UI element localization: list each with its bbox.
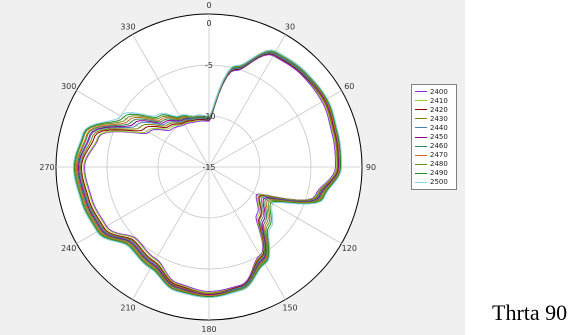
legend-label: 2410 <box>430 96 448 105</box>
angle-tick-label: 0 <box>206 1 211 10</box>
polar-chart: 0 30 60 90 120 150 180 210 240 270 300 330 0 -5 -10 -15 <box>39 1 376 334</box>
angle-tick-label: 60 <box>344 82 354 91</box>
angle-tick-label: 210 <box>120 303 135 312</box>
angle-tick-label: 120 <box>342 244 357 253</box>
angle-tick-label: 150 <box>282 303 297 312</box>
legend-item: 2480 <box>412 160 456 169</box>
legend-item: 2400 <box>412 87 456 96</box>
legend-swatch <box>415 109 427 111</box>
radial-tick-label: -15 <box>202 163 215 172</box>
angular-gridline <box>208 90 342 168</box>
legend-item: 2500 <box>412 178 456 187</box>
series-line-2500 <box>72 49 343 299</box>
legend-item: 2430 <box>412 114 456 123</box>
legend-swatch <box>415 172 427 174</box>
angle-tick-label: 270 <box>39 163 54 172</box>
legend-label: 2450 <box>430 133 448 142</box>
radial-tick-label: 0 <box>206 19 211 28</box>
legend-swatch <box>415 136 427 138</box>
radial-tick-label: -5 <box>205 61 213 70</box>
legend-swatch <box>415 91 427 93</box>
series-line-2490 <box>73 49 342 298</box>
legend-label: 2430 <box>430 114 448 123</box>
series-line-2470 <box>75 50 341 297</box>
angular-gridline <box>208 166 342 244</box>
legend-label: 2400 <box>430 87 448 96</box>
legend-item: 2410 <box>412 96 456 105</box>
figure-caption: Thrta 90 <box>492 300 568 325</box>
legend-swatch <box>415 100 427 102</box>
plot-panel: 0 30 60 90 120 150 180 210 240 270 300 330 0 -5 -10 -15… <box>0 0 465 335</box>
legend-swatch <box>415 118 427 120</box>
legend-label: 2480 <box>430 160 448 169</box>
legend-swatch <box>415 145 427 147</box>
angle-tick-label: 30 <box>285 23 295 32</box>
legend: 2400 2410 2420 2430 2440 2450 2460 2470 2480 2490… <box>411 84 457 191</box>
angle-tick-label: 300 <box>61 82 76 91</box>
angle-tick-label: 240 <box>61 244 76 253</box>
legend-item: 2460 <box>412 142 456 151</box>
angular-gridline <box>132 166 210 300</box>
legend-swatch <box>415 163 427 165</box>
legend-label: 2440 <box>430 123 448 132</box>
angular-gridline <box>208 34 286 168</box>
legend-swatch <box>415 154 427 156</box>
series-line-2430 <box>79 52 339 294</box>
legend-label: 2490 <box>430 169 448 178</box>
series-line-2400 <box>84 54 336 292</box>
angle-tick-label: 330 <box>120 23 135 32</box>
legend-item: 2470 <box>412 151 456 160</box>
series-layer <box>72 49 343 299</box>
angular-gridline <box>132 34 210 168</box>
angle-tick-label: 90 <box>366 163 376 172</box>
angular-gridline <box>208 166 286 300</box>
legend-swatch <box>415 181 427 183</box>
radial-tick-label: -10 <box>202 112 215 121</box>
legend-label: 2460 <box>430 142 448 151</box>
legend-label: 2420 <box>430 105 448 114</box>
legend-item: 2490 <box>412 169 456 178</box>
legend-item: 2450 <box>412 132 456 141</box>
legend-swatch <box>415 127 427 129</box>
series-line-2450 <box>77 51 340 296</box>
angular-gridline <box>76 90 210 168</box>
legend-item: 2440 <box>412 123 456 132</box>
angle-tick-label: 180 <box>201 325 216 334</box>
legend-label: 2470 <box>430 151 448 160</box>
series-line-2410 <box>83 53 338 293</box>
legend-item: 2420 <box>412 105 456 114</box>
label-layer: 0 30 60 90 120 150 180 210 240 270 300 330 0 -5 -10 -15 <box>39 1 376 334</box>
legend-label: 2500 <box>430 178 448 187</box>
